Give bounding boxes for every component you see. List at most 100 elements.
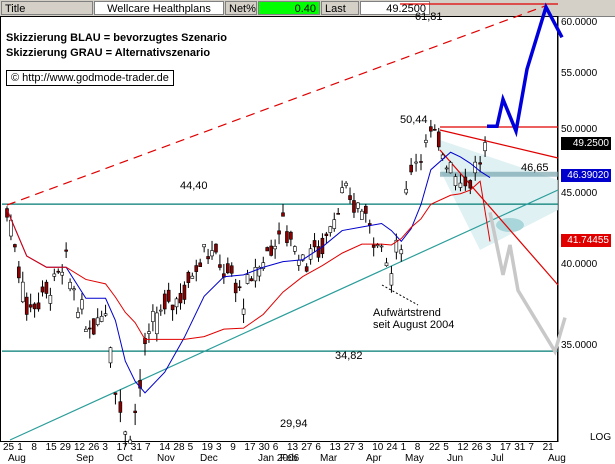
candle-body: [241, 308, 246, 315]
candle-body: [363, 205, 368, 214]
x-month-label: Jun: [447, 453, 464, 464]
x-day-label: 8: [31, 442, 37, 453]
candle-body: [249, 278, 254, 282]
x-month-label: Nov: [157, 453, 175, 464]
x-month-label: Jan 2006: [258, 453, 300, 464]
candle-body: [409, 164, 413, 173]
candle-body: [379, 245, 384, 248]
candle-body: [332, 219, 337, 229]
candle-body: [72, 288, 76, 291]
candle-body: [304, 266, 309, 272]
x-day-label: 1: [17, 442, 23, 453]
candle-body: [190, 275, 195, 279]
candle-body: [344, 182, 348, 186]
candle-body: [293, 246, 297, 252]
moving-average-red: [6, 180, 491, 340]
level-label-5044: 50,44: [400, 114, 428, 126]
candle-body: [147, 331, 151, 334]
candle-body: [384, 262, 389, 267]
x-day-label: 29: [59, 442, 71, 453]
candle-body: [352, 200, 356, 213]
candle-body: [123, 431, 128, 435]
candle-body: [281, 212, 285, 217]
candle-body: [226, 263, 230, 274]
candle-body: [296, 259, 301, 266]
candle-body: [20, 281, 25, 303]
x-day-label: 17: [116, 442, 128, 453]
x-day-label: 10: [372, 442, 384, 453]
candle-body: [60, 271, 65, 276]
title-label: Title: [1, 1, 93, 15]
scenario-grey-path: [488, 211, 567, 356]
y-tick-40: 40.0000: [561, 259, 598, 270]
candle-body: [48, 295, 53, 304]
x-day-label: 24: [386, 442, 398, 453]
candle-body: [414, 161, 418, 164]
x-day-label: 5: [187, 442, 194, 453]
candle-body: [261, 262, 266, 269]
legend-blue-scenario: Skizzierung BLAU = bevorzugtes Szenario: [6, 32, 227, 44]
candle-body: [36, 302, 41, 310]
candle-body: [289, 231, 293, 240]
x-day-label: 25: [3, 442, 15, 453]
x-day-label: 21: [542, 442, 554, 453]
uptrend-line: [9, 189, 559, 441]
candle-body: [13, 244, 17, 248]
candle-body: [273, 245, 277, 250]
x-month-label: Aug: [8, 453, 26, 464]
x-day-label: 3: [216, 442, 222, 453]
upper-channel-dashed: [6, 5, 546, 206]
level-label-2994: 29,94: [280, 418, 308, 430]
candle-body: [95, 317, 100, 325]
candle-body: [133, 410, 137, 414]
candle-body: [253, 267, 258, 282]
x-month-label: Mar: [320, 453, 338, 464]
x-month-label: Oct: [117, 453, 133, 464]
x-day-label: 9: [230, 442, 236, 453]
candle-body: [52, 273, 57, 277]
candle-body: [186, 271, 191, 283]
x-day-label: 17: [500, 442, 512, 453]
x-day-label: 27: [343, 442, 355, 453]
candle-body: [178, 292, 183, 304]
candle-body: [166, 289, 171, 302]
candle-body: [24, 296, 29, 315]
x-day-label: 7: [528, 442, 534, 453]
net-percent-label: Net%: [225, 1, 257, 15]
candle-body: [229, 265, 234, 274]
legend-grey-scenario: Skizzierung GRAU = Alternativszenario: [6, 47, 211, 59]
candle-body: [32, 303, 37, 310]
level-label-6181: 61,81: [415, 11, 443, 23]
level-label-4665: 46,65: [521, 162, 549, 174]
candle-body: [113, 392, 118, 395]
x-month-label: Sep: [76, 453, 94, 464]
x-day-label: 15: [45, 442, 57, 453]
candle-body: [356, 202, 360, 209]
candle-body: [444, 167, 449, 170]
candle-body: [348, 195, 352, 200]
candle-body: [151, 311, 155, 322]
x-day-label: 13: [287, 442, 299, 453]
x-day-label: 3: [358, 442, 364, 453]
candle-body: [138, 380, 142, 389]
x-day-label: 12: [457, 442, 469, 453]
candle-body: [436, 131, 441, 148]
triangle-upper-line: [439, 129, 559, 159]
x-day-label: 3: [485, 442, 492, 453]
x-day-label: 19: [201, 442, 213, 453]
candle-body: [174, 298, 179, 308]
candle-body: [237, 286, 242, 289]
candle-body: [210, 250, 214, 257]
level-label-4440: 44,40: [180, 180, 208, 192]
x-day-label: 5: [443, 442, 449, 453]
candle-body: [375, 244, 380, 247]
candle-body: [155, 312, 159, 335]
x-day-label: 1: [400, 442, 407, 453]
y-tick-35: 35.0000: [561, 340, 598, 351]
x-day-label: 28: [173, 442, 185, 453]
candle-body: [118, 401, 123, 413]
candle-body: [143, 337, 147, 345]
x-month-label: May: [405, 453, 424, 464]
candle-body: [56, 270, 61, 273]
candle-body: [84, 328, 88, 332]
